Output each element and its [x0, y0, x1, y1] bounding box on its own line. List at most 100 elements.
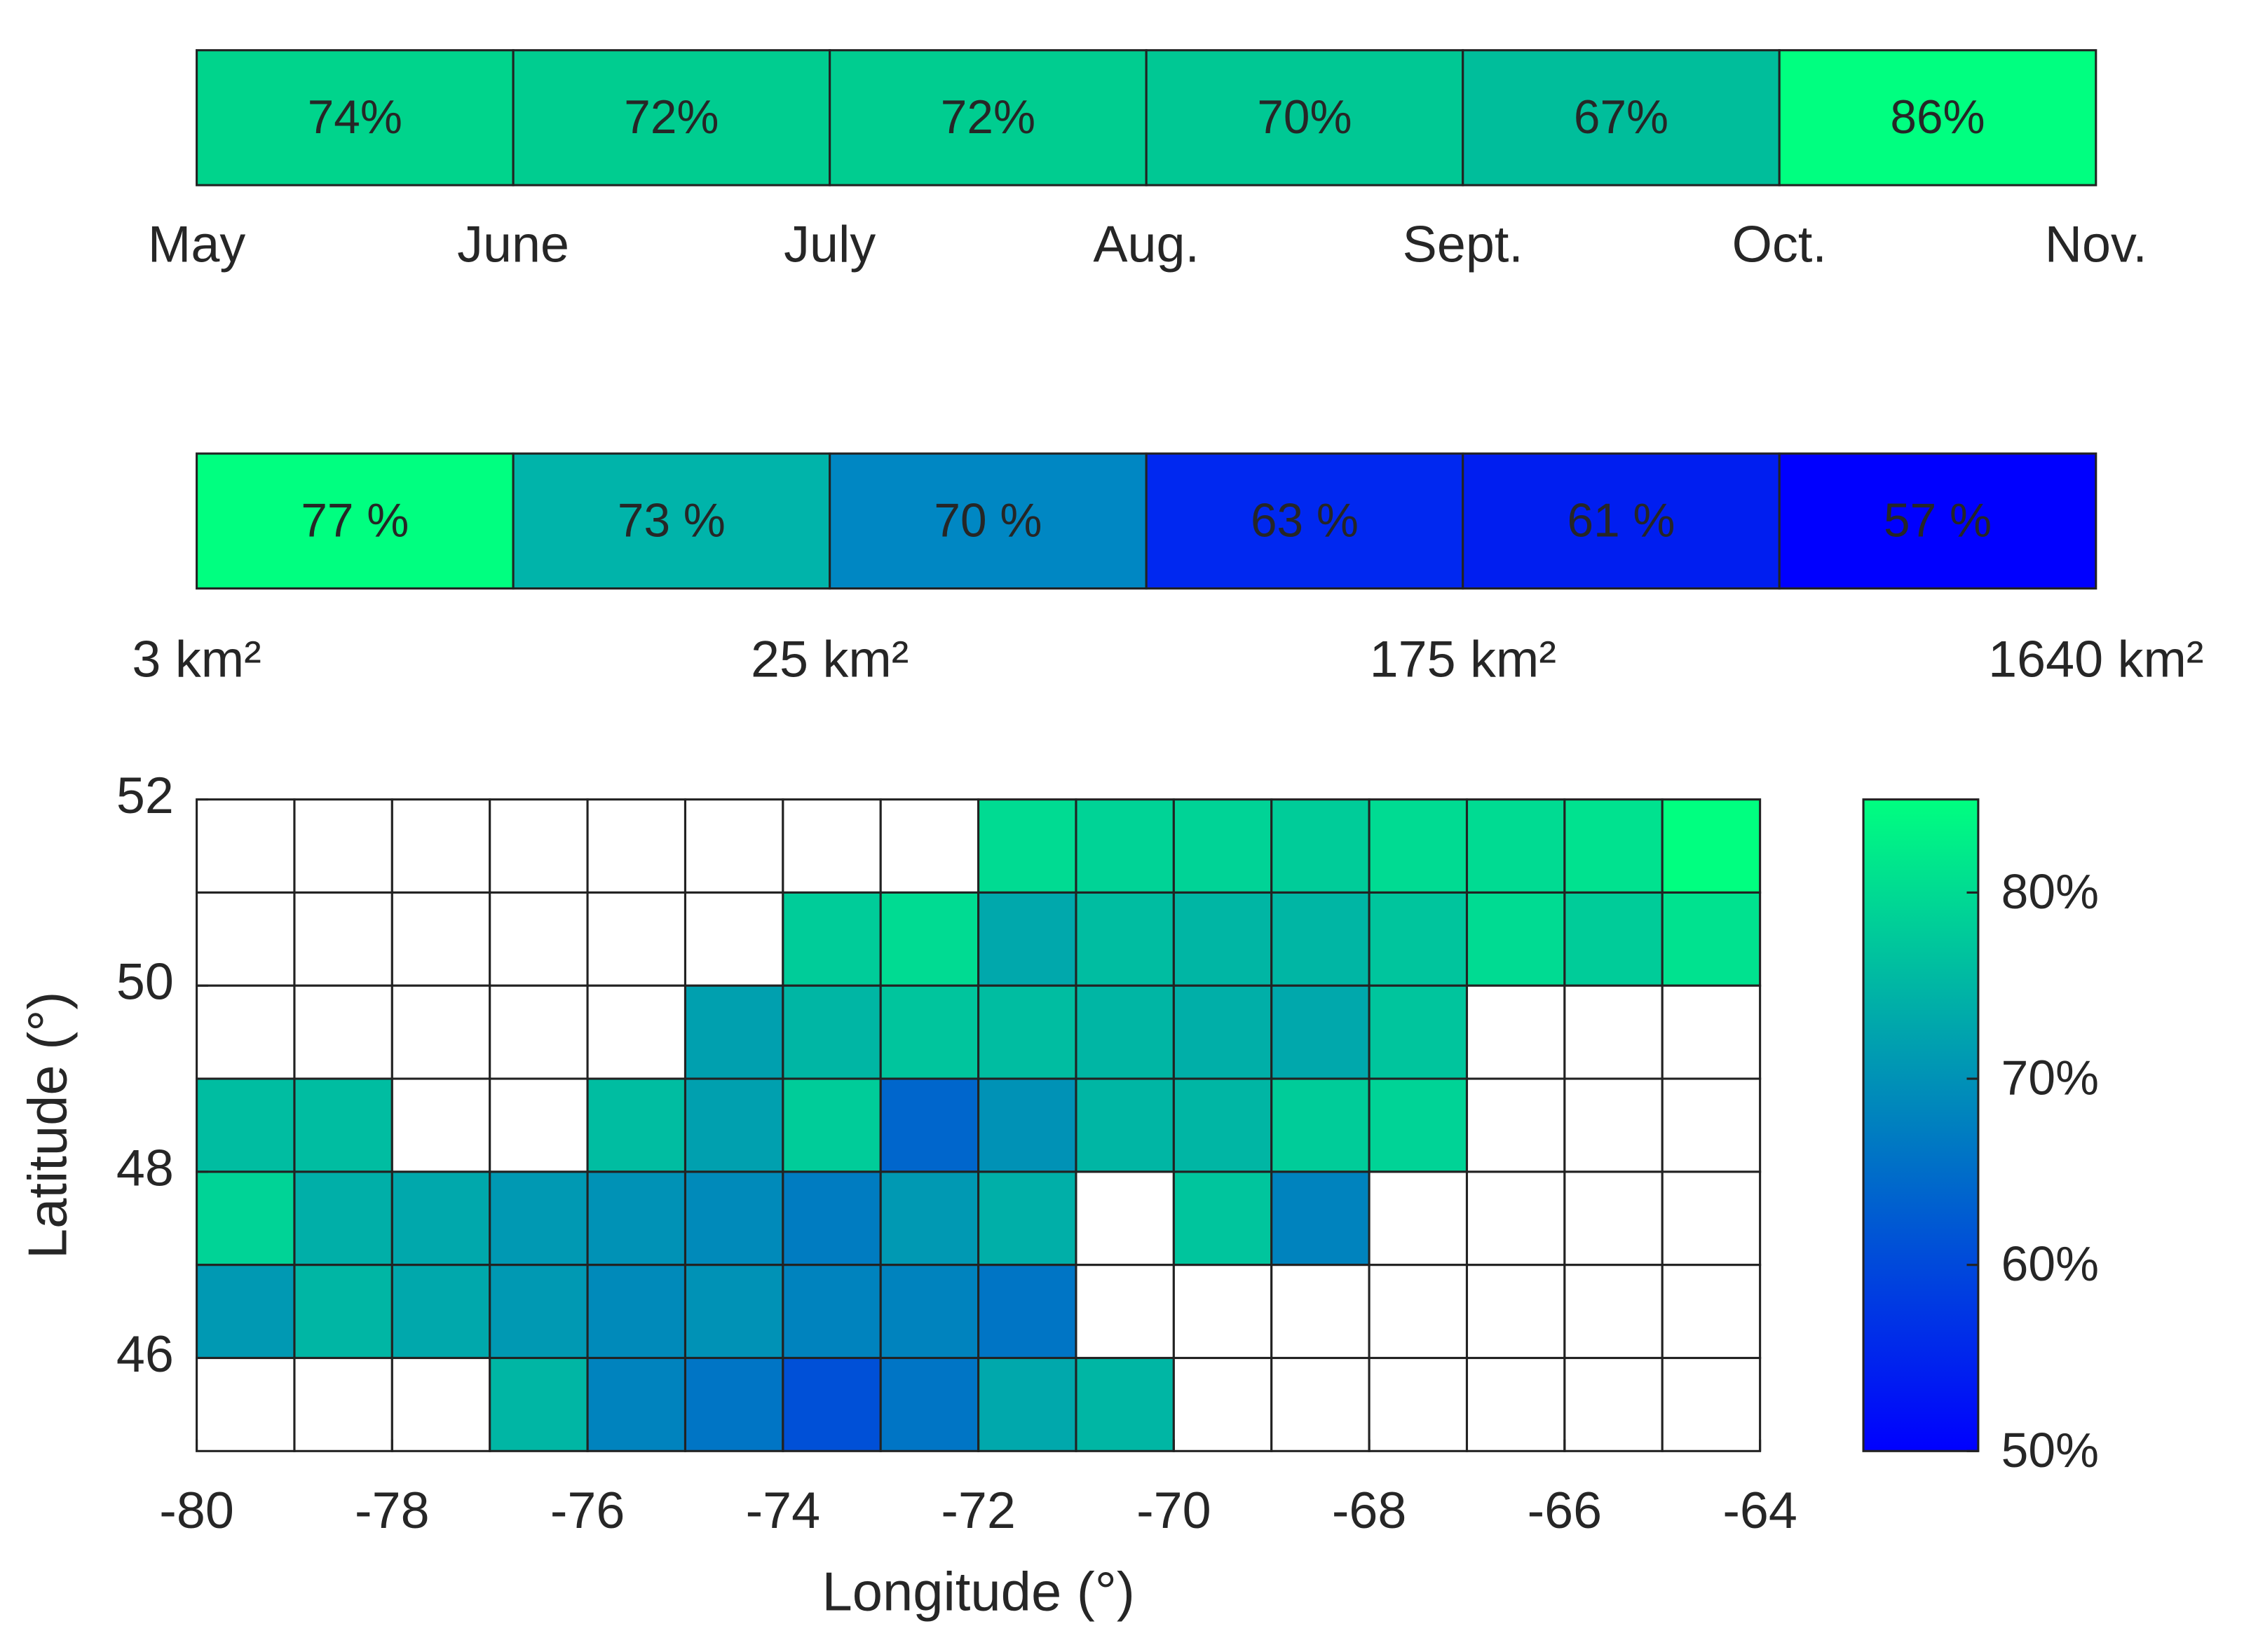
heat-cell	[586, 1077, 687, 1173]
heat-cell	[1465, 891, 1566, 987]
heat-cell	[1172, 984, 1273, 1080]
heat-cell	[390, 1170, 491, 1267]
edge-label: Sept.	[1403, 215, 1523, 273]
heat-cell	[977, 891, 1077, 987]
empty-cell	[1172, 1264, 1273, 1360]
empty-cell	[684, 798, 784, 894]
heat-cell	[782, 891, 882, 987]
heat-cell	[977, 984, 1077, 1080]
y-tick-label: 50	[116, 953, 174, 1011]
empty-cell	[1661, 1264, 1762, 1360]
heat-cell	[782, 1264, 882, 1360]
heat-cell	[293, 1077, 393, 1173]
heat-cell	[977, 798, 1077, 894]
heat-cell	[196, 1264, 296, 1360]
heat-cell	[1270, 1170, 1371, 1267]
heat-cell	[1075, 1077, 1175, 1173]
value-label: 74%	[308, 91, 402, 144]
value-label: 67%	[1574, 91, 1668, 144]
x-tick-label: -70	[1136, 1481, 1211, 1539]
heat-cell	[293, 1170, 393, 1267]
x-tick-label: -74	[746, 1481, 821, 1539]
heat-cell	[1661, 798, 1762, 894]
empty-cell	[293, 798, 393, 894]
heat-cell	[489, 1356, 589, 1452]
heat-cell	[1270, 1077, 1371, 1173]
heat-cell	[879, 1356, 980, 1452]
heat-cell	[196, 1170, 296, 1267]
empty-cell	[1075, 1170, 1175, 1267]
empty-cell	[1661, 1077, 1762, 1173]
heat-cell	[879, 1077, 980, 1173]
heat-cell	[1075, 891, 1175, 987]
heat-cell	[782, 984, 882, 1080]
heat-cell	[879, 984, 980, 1080]
strip-cell	[1778, 452, 2097, 590]
y-tick-label: 52	[116, 766, 174, 824]
colorbar-tick-label: 50%	[2001, 1423, 2099, 1477]
empty-cell	[1661, 984, 1762, 1080]
empty-cell	[1563, 1170, 1664, 1267]
heat-cell	[782, 1356, 882, 1452]
empty-cell	[1661, 1170, 1762, 1267]
empty-cell	[1563, 1264, 1664, 1360]
heat-cell	[1172, 798, 1273, 894]
heat-cell	[977, 1264, 1077, 1360]
heat-cell	[1172, 1077, 1273, 1173]
heat-cell	[489, 1264, 589, 1360]
x-tick-label: -80	[159, 1481, 234, 1539]
heat-cell	[684, 1170, 784, 1267]
strip-cell	[829, 452, 1148, 590]
heat-cell	[586, 1170, 687, 1267]
empty-cell	[1465, 984, 1566, 1080]
empty-cell	[390, 1356, 491, 1452]
empty-cell	[1661, 1356, 1762, 1452]
heat-cell	[1270, 798, 1371, 894]
empty-cell	[586, 891, 687, 987]
heat-cell	[977, 1170, 1077, 1267]
heat-cell	[1563, 798, 1664, 894]
edge-label: Aug.	[1093, 215, 1199, 273]
strip-cell	[1145, 49, 1464, 186]
empty-cell	[1368, 1170, 1469, 1267]
heat-cell	[879, 891, 980, 987]
colorbar-tick-label: 80%	[2001, 864, 2099, 919]
x-tick-label: -78	[355, 1481, 430, 1539]
x-tick-label: -64	[1722, 1481, 1797, 1539]
colorbar	[1862, 798, 1980, 1452]
edge-label: 1640 km²	[1988, 630, 2203, 688]
empty-cell	[1270, 1264, 1371, 1360]
empty-cell	[196, 984, 296, 1080]
empty-cell	[586, 798, 687, 894]
edge-label: Oct.	[1732, 215, 1827, 273]
empty-cell	[293, 1356, 393, 1452]
value-label: 72%	[941, 91, 1035, 144]
empty-cell	[489, 891, 589, 987]
x-tick-label: -66	[1528, 1481, 1603, 1539]
empty-cell	[293, 984, 393, 1080]
heat-cell	[390, 1264, 491, 1360]
heat-cell	[293, 1264, 393, 1360]
strip-cell	[196, 452, 515, 590]
empty-cell	[390, 798, 491, 894]
edge-label: June	[457, 215, 569, 273]
edge-label: Nov.	[2045, 215, 2147, 273]
empty-cell	[489, 1077, 589, 1173]
value-label: 61 %	[1567, 494, 1675, 547]
edge-label: 25 km²	[751, 630, 909, 688]
heat-cell	[489, 1170, 589, 1267]
edge-label: 3 km²	[132, 630, 261, 688]
strip-cell	[196, 49, 515, 186]
heat-cell	[1563, 891, 1664, 987]
edge-label: May	[148, 215, 245, 273]
heat-cell	[977, 1077, 1077, 1173]
empty-cell	[1270, 1356, 1371, 1452]
x-tick-label: -76	[550, 1481, 625, 1539]
empty-cell	[1075, 1264, 1175, 1360]
heat-cell	[1661, 891, 1762, 987]
heat-cell	[684, 1356, 784, 1452]
heat-cell	[1172, 1170, 1273, 1267]
value-label: 70 %	[934, 494, 1042, 547]
value-label: 63 %	[1251, 494, 1359, 547]
heat-cell	[196, 1077, 296, 1173]
